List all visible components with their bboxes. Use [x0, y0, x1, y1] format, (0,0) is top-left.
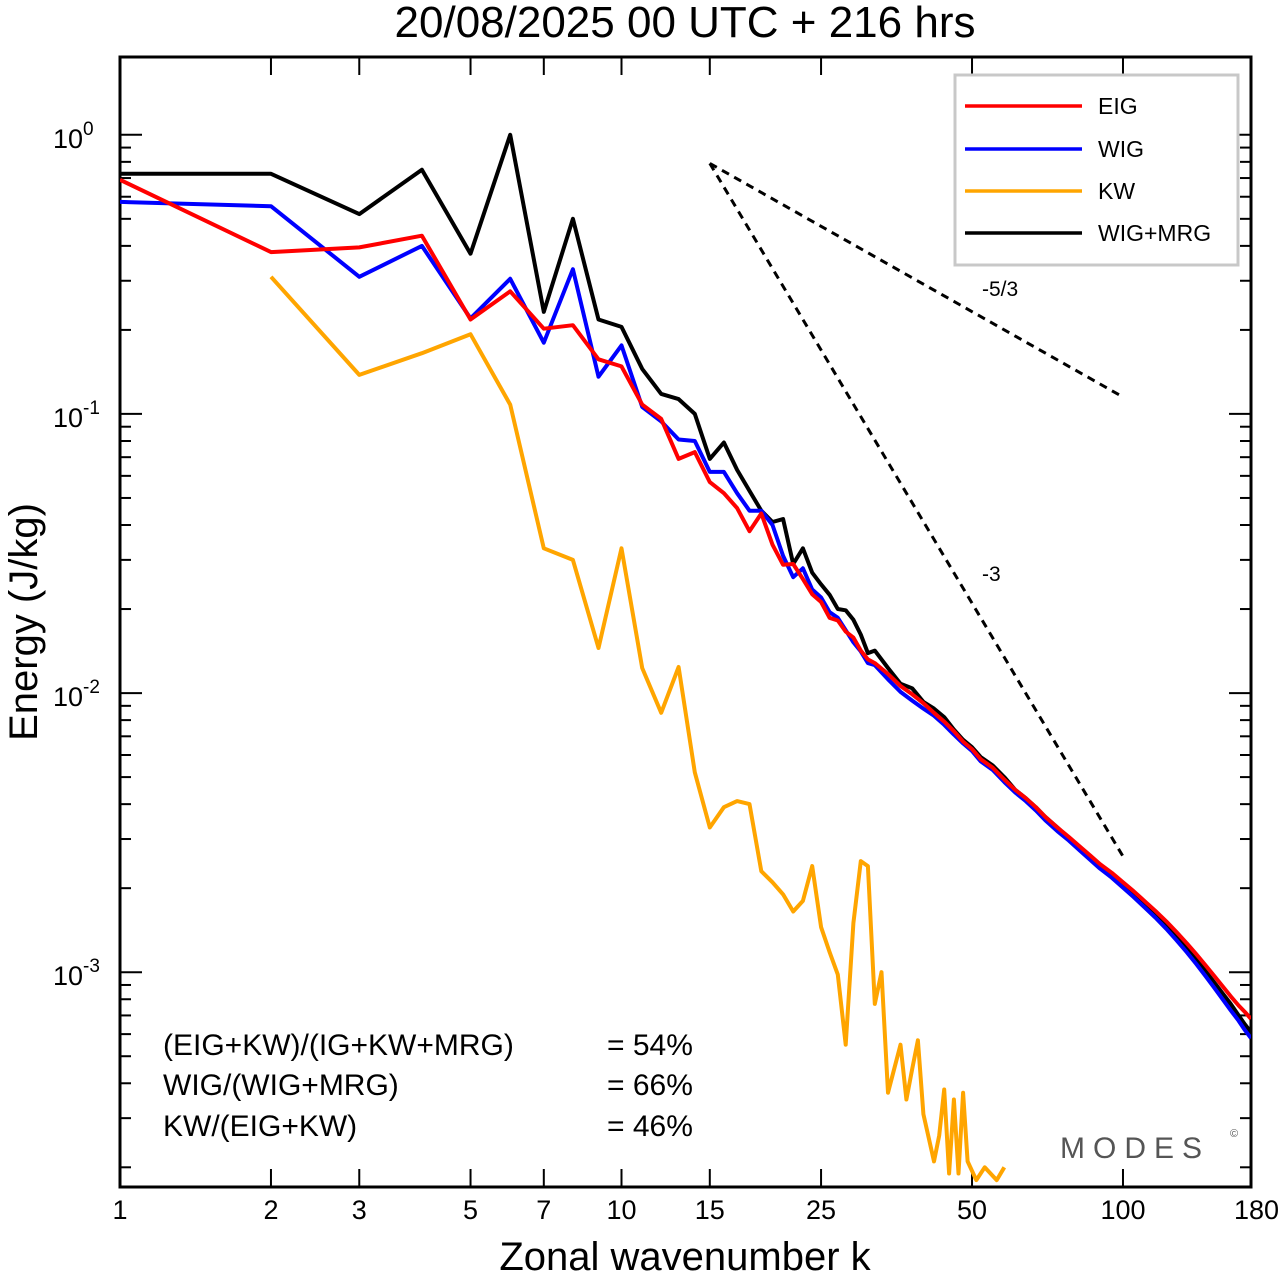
y-tick-exponent: 0: [83, 119, 94, 140]
legend-label-wig-mrg: WIG+MRG: [1098, 220, 1211, 246]
slope-reference-lines: -5/3 -3: [708, 162, 1125, 858]
series-line-eig: [120, 177, 1251, 1021]
ratio-value-kw: = 46%: [607, 1110, 693, 1143]
copyright-symbol: ©: [1230, 1128, 1238, 1140]
y-tick-exponent: -3: [83, 956, 100, 977]
x-tick-label-15: 15: [695, 1195, 725, 1225]
x-axis-label: Zonal wavenumber k: [499, 1235, 871, 1279]
legend: EIG WIG KW WIG+MRG: [953, 73, 1240, 267]
ratio-label-eig-kw: (EIG+KW)/(IG+KW+MRG): [163, 1029, 514, 1062]
axis-ticks: [119, 57, 1252, 1187]
ratio-label-wig: WIG/(WIG+MRG): [163, 1069, 399, 1102]
x-tick-label-3: 3: [352, 1195, 367, 1225]
x-tick-label-10: 10: [606, 1195, 636, 1225]
y-tick-base: 10: [53, 682, 83, 712]
x-tick-label-180: 180: [1234, 1195, 1279, 1225]
x-tick-label-25: 25: [806, 1195, 836, 1225]
y-tick-base: 10: [53, 961, 83, 991]
y-tick-label-2: 10-2: [53, 677, 100, 712]
series-lines: [120, 132, 1251, 1183]
modes-watermark: MODES: [1060, 1132, 1210, 1165]
y-tick-label-1: 10-1: [53, 398, 100, 433]
slope-line-3: [708, 162, 1125, 858]
ratio-label-kw: KW/(EIG+KW): [163, 1110, 357, 1143]
slope-label-5-3: -5/3: [982, 278, 1018, 301]
y-tick-base: 10: [53, 124, 83, 154]
ratio-value-wig: = 66%: [607, 1069, 693, 1102]
y-tick-label-0: 100: [53, 119, 94, 154]
x-tick-label-100: 100: [1100, 1195, 1145, 1225]
x-tick-label-5: 5: [463, 1195, 478, 1225]
slope-line-5-3: [709, 162, 1124, 399]
y-tick-exponent: -2: [83, 677, 100, 698]
x-tick-labels: 1 2 3 5 7 10 15 25 50 100 180: [112, 1195, 1279, 1225]
ratio-value-eig-kw: = 54%: [607, 1029, 693, 1062]
ratio-annotations: (EIG+KW)/(IG+KW+MRG) = 54% WIG/(WIG+MRG)…: [163, 1029, 693, 1143]
x-tick-label-50: 50: [957, 1195, 987, 1225]
y-axis-label: Energy (J/kg): [2, 503, 46, 741]
slope-label-3: -3: [982, 563, 1001, 586]
x-tick-label-1: 1: [112, 1195, 127, 1225]
series-line-kw: [269, 275, 1007, 1183]
y-tick-base: 10: [53, 403, 83, 433]
y-tick-exponent: -1: [83, 398, 100, 419]
legend-label-kw: KW: [1098, 178, 1135, 204]
x-tick-label-7: 7: [536, 1195, 551, 1225]
chart-title: 20/08/2025 00 UTC + 216 hrs: [395, 0, 976, 47]
y-tick-label-3: 10-3: [53, 956, 100, 991]
legend-label-wig: WIG: [1098, 136, 1144, 162]
x-tick-label-2: 2: [263, 1195, 278, 1225]
series-line-wig-mrg: [120, 132, 1251, 1034]
legend-label-eig: EIG: [1098, 93, 1138, 119]
